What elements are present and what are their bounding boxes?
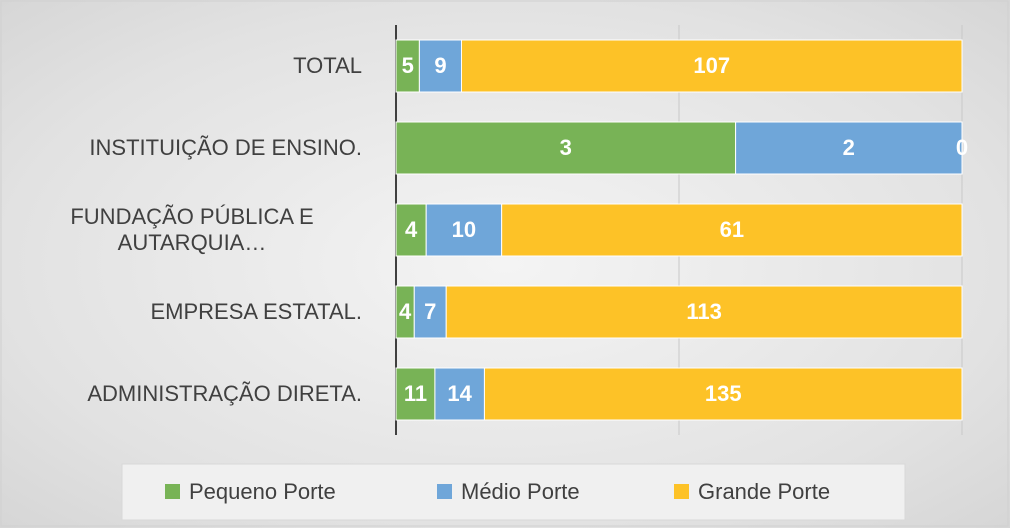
data-label: 4 [399,299,412,324]
legend-label: Médio Porte [461,479,580,504]
category-label: TOTAL [12,26,362,106]
data-label: 4 [405,217,418,242]
data-label: 0 [956,135,968,160]
bar-segment [445,285,963,339]
bar-segment [395,203,427,257]
category-text: ADMINISTRAÇÃO DIRETA. [87,381,362,406]
legend-label: Grande Porte [698,479,830,504]
data-label: 10 [452,217,476,242]
data-label: 113 [686,299,722,324]
bar-segment [501,203,963,257]
bar-segment [413,285,447,339]
data-label: 61 [720,217,744,242]
bar-segment [483,367,963,421]
data-label: 7 [424,299,436,324]
data-label: 14 [447,381,472,406]
data-label: 2 [843,135,855,160]
bar-segment [395,367,436,421]
category-text: EMPRESA ESTATAL. [150,299,362,324]
legend-box [121,463,906,521]
category-label: EMPRESA ESTATAL. [12,272,362,352]
data-label: 9 [434,53,446,78]
data-label: 11 [404,381,427,406]
bar-segment [460,39,963,93]
bar-segment [395,121,737,175]
data-label: 3 [560,135,572,160]
bar-segment [418,39,462,93]
bar-segment [425,203,503,257]
data-label: 135 [705,381,742,406]
category-text: TOTAL [293,53,362,78]
legend-label: Pequeno Porte [189,479,336,504]
legend-swatch [165,484,180,499]
legend-swatch [674,484,689,499]
category-label: INSTITUIÇÃO DE ENSINO. [12,108,362,188]
bar-segment [434,367,485,421]
data-label: 107 [693,53,730,78]
category-text: FUNDAÇÃO PÚBLICA E AUTARQUIA… [70,204,314,255]
data-label: 5 [402,53,414,78]
bar-segment [735,121,963,175]
legend-swatch [437,484,452,499]
category-text: INSTITUIÇÃO DE ENSINO. [89,135,362,160]
category-label: FUNDAÇÃO PÚBLICA E AUTARQUIA… [12,190,362,270]
category-label: ADMINISTRAÇÃO DIRETA. [12,354,362,434]
